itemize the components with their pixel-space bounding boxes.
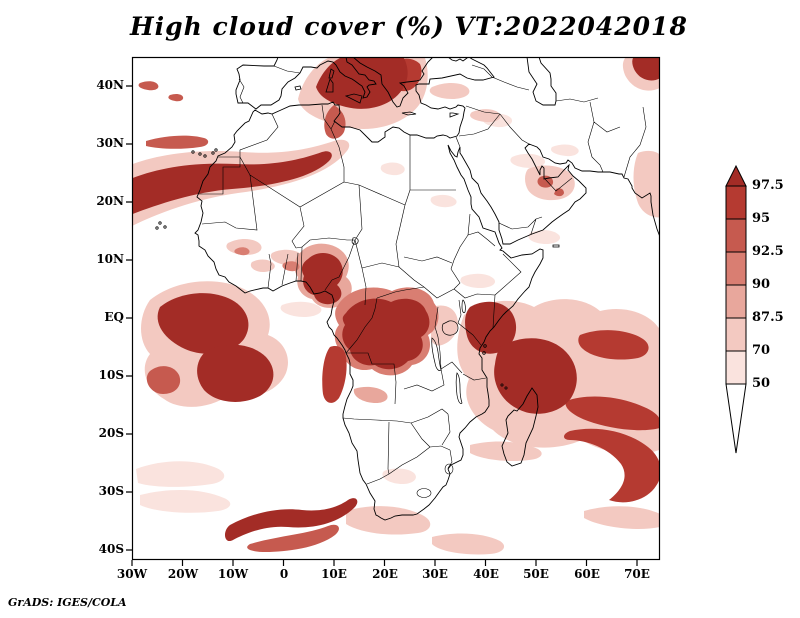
map-canvas [126, 56, 661, 566]
lon-label-0: 0 [279, 567, 289, 581]
lon-label-20w: 20W [167, 567, 199, 581]
colorbar-label-50: 50 [752, 376, 771, 391]
colorbar-label-975: 97.5 [752, 178, 784, 193]
lon-label-30w: 30W [116, 567, 148, 581]
lon-tick-marks [131, 560, 638, 566]
colorbar-segment-50 [725, 350, 747, 385]
lon-label-10e: 10E [321, 567, 347, 581]
lon-label-20e: 20E [372, 567, 398, 581]
colorbar-segment-70 [725, 317, 747, 352]
lat-tick-marks [126, 85, 132, 551]
map-frame [131, 56, 661, 561]
colorbar-label-70: 70 [752, 343, 771, 358]
colorbar-segment-90 [725, 251, 747, 286]
credit-text: GrADS: IGES/COLA [8, 596, 127, 609]
map-plot [126, 56, 661, 566]
colorbar-segment-95 [725, 185, 747, 220]
lat-label-40n: 40N [96, 78, 124, 92]
coastline-madagascar [501, 387, 539, 467]
lon-label-30e: 30E [422, 567, 448, 581]
lat-label-10s: 10S [98, 368, 124, 382]
lat-label-40s: 40S [98, 542, 124, 556]
colorbar [718, 160, 778, 460]
axis-ticks [126, 85, 638, 566]
map-lines [155, 57, 660, 521]
lat-label-10n: 10N [96, 252, 124, 266]
cloud-shading-dark [132, 57, 660, 542]
border-eswatini [444, 463, 454, 475]
coastline-europe [235, 57, 377, 110]
lat-label-30n: 30N [96, 136, 124, 150]
country-borders [198, 64, 647, 485]
coastline-balkans [352, 57, 434, 108]
colorbar-canvas [725, 164, 747, 454]
colorbar-segment-gt975 [725, 164, 747, 187]
lat-label-30s: 30S [98, 484, 124, 498]
lon-label-40e: 40E [473, 567, 499, 581]
colorbar-segment-875 [725, 284, 747, 319]
lat-label-20n: 20N [96, 194, 124, 208]
page-title: High cloud cover (%) VT:2022042018 [130, 12, 688, 41]
colorbar-label-925: 92.5 [752, 244, 784, 259]
cloud-shading-925 [138, 81, 564, 552]
islands [294, 68, 560, 248]
lat-label-20s: 20S [98, 426, 124, 440]
colorbar-label-95: 95 [752, 211, 771, 226]
small-islands [155, 148, 508, 390]
coastline-caspian [526, 57, 557, 106]
colorbar-label-90: 90 [752, 277, 771, 292]
lon-label-60e: 60E [574, 567, 600, 581]
lat-label-eq: EQ [104, 310, 124, 324]
border-lesotho [416, 488, 432, 498]
cloud-shading-95 [322, 58, 660, 503]
cloud-shading-light [136, 113, 579, 513]
coastline-africa-eurasia [194, 57, 660, 521]
colorbar-segment-lt50 [725, 383, 747, 454]
lon-label-50e: 50E [523, 567, 549, 581]
lon-label-70e: 70E [624, 567, 650, 581]
colorbar-segment-925 [725, 218, 747, 253]
colorbar-label-875: 87.5 [752, 310, 784, 325]
lon-label-10w: 10W [217, 567, 249, 581]
